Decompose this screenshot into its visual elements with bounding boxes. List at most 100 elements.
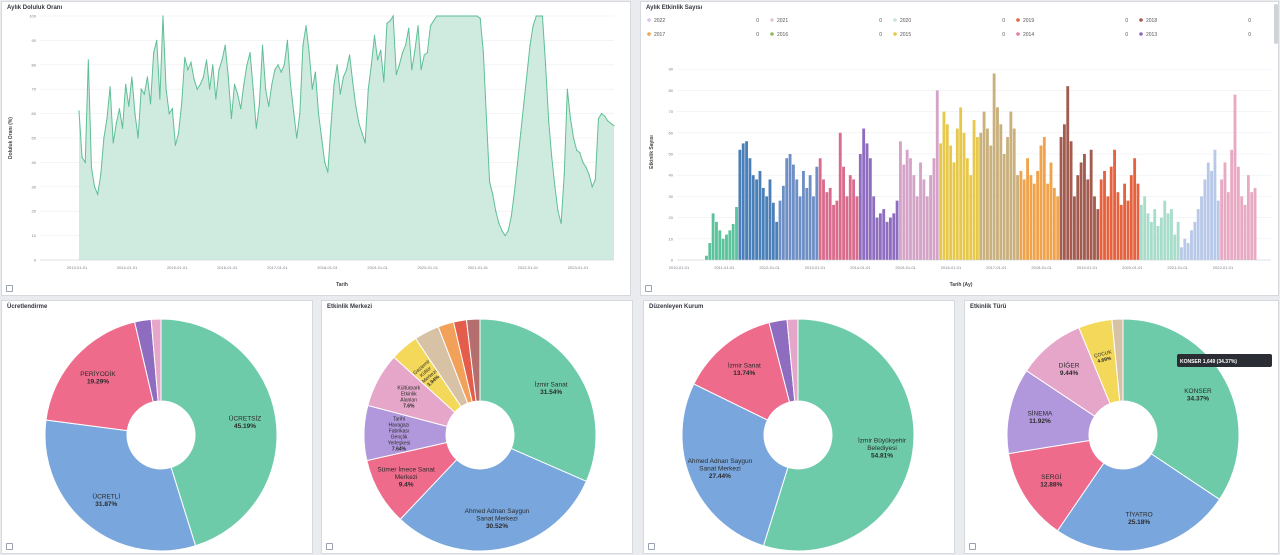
- occ-point: [237, 93, 239, 95]
- occ-point: [386, 22, 388, 24]
- ev-bar: [1180, 247, 1183, 260]
- pie-label: KONSER: [1184, 388, 1212, 395]
- ev-legend-swatch: [647, 32, 651, 36]
- ev-xtick-label: 2011-01-01: [714, 265, 735, 270]
- events-chart[interactable]: 0 10 20 30 40 50 60 70 80 90 2022 0 2021 0 2020 0 2019 0 2…: [641, 2, 1279, 296]
- occ-point: [342, 76, 344, 78]
- center-title: Etkinlik Merkezi: [327, 304, 373, 310]
- type-options-icon[interactable]: [969, 543, 976, 550]
- pie-hole: [1089, 401, 1157, 469]
- ev-bar: [751, 175, 755, 260]
- occupancy-chart[interactable]: 0 10 20 30 40 50 60 70 80 90 100 2013-01-01 2014-01-…: [2, 2, 631, 296]
- ev-legend-swatch: [1016, 18, 1020, 22]
- ev-legend-label: 2015: [900, 32, 911, 38]
- pie-value: 45.19%: [234, 423, 256, 430]
- ev-bar: [945, 124, 949, 260]
- ev-bar: [802, 170, 805, 260]
- occ-point: [168, 113, 170, 115]
- occ-point: [146, 76, 149, 78]
- ev-x-title: Tarih (Ay): [950, 282, 973, 288]
- events-scrollbar[interactable]: [1274, 4, 1278, 44]
- occ-point: [134, 113, 136, 115]
- occ-point: [149, 103, 152, 105]
- ev-bar: [878, 213, 882, 260]
- pie-label: ÇOCUK: [1094, 349, 1114, 359]
- ev-bar: [1079, 162, 1083, 260]
- occ-point: [280, 71, 282, 73]
- ev-bar: [1002, 154, 1006, 260]
- ev-bar: [771, 202, 775, 260]
- ev-bar: [1190, 230, 1193, 260]
- occ-point: [230, 117, 233, 120]
- occ-point: [131, 76, 133, 78]
- ev-bar: [778, 200, 782, 260]
- ev-bar: [1233, 94, 1237, 260]
- ev-bar: [979, 132, 983, 260]
- organizer-panel: Düzenleyen Kurum İzmir Büyükşehir Belediy…: [643, 300, 955, 554]
- pie-label: ÜCRETSİZ: [229, 413, 262, 422]
- ev-bar: [1109, 166, 1113, 260]
- pie-label: SİNEMA: [1027, 408, 1053, 417]
- occ-point: [199, 83, 201, 85]
- occ-point: [523, 103, 525, 105]
- pricing-options-icon[interactable]: [6, 543, 13, 550]
- occ-point: [103, 137, 105, 139]
- occ-point: [305, 25, 307, 27]
- pie-label: Sümer İmece Sanat: [377, 465, 435, 474]
- ev-bar: [1196, 209, 1200, 260]
- occ-point: [420, 69, 422, 71]
- center-options-icon[interactable]: [326, 543, 333, 550]
- occ-point: [293, 110, 295, 112]
- ev-legend-label: 2020: [900, 18, 911, 24]
- pie-value: 4.69%: [1097, 356, 1113, 365]
- occ-point: [153, 52, 155, 54]
- occ-xtick-label: 2018-01-01: [317, 265, 338, 270]
- occ-point: [109, 86, 111, 88]
- ev-legend-swatch: [647, 18, 651, 22]
- occ-point: [526, 73, 528, 76]
- ev-bar: [795, 179, 799, 260]
- pie-slice[interactable]: [681, 383, 789, 547]
- occupancy-options-icon[interactable]: [6, 285, 13, 292]
- pie-label: Sanat Merkezi: [699, 466, 741, 473]
- events-options-icon[interactable]: [645, 285, 652, 292]
- pie-value: 9.4%: [399, 482, 414, 489]
- occ-point: [579, 152, 581, 154]
- occ-point: [566, 88, 568, 90]
- organizer-options-icon[interactable]: [648, 543, 655, 550]
- occ-point: [401, 52, 404, 54]
- occ-point: [311, 88, 313, 90]
- occ-point: [457, 15, 460, 17]
- ev-bar: [922, 179, 926, 260]
- ev-bar: [909, 158, 912, 260]
- occ-point: [613, 125, 615, 127]
- ev-bar: [1143, 196, 1147, 260]
- occ-point: [591, 186, 593, 188]
- occ-point: [289, 83, 292, 85]
- occ-point: [367, 88, 369, 90]
- pricing-title: Ücretlendirme: [7, 304, 48, 310]
- ev-bar: [1016, 175, 1019, 260]
- occ-point: [196, 88, 198, 90]
- occ-area-fill: [79, 16, 614, 260]
- pie-value: 54.81%: [871, 452, 893, 459]
- occ-point: [84, 161, 86, 163]
- ev-bar: [825, 192, 829, 260]
- ev-bar: [1176, 221, 1180, 260]
- ev-legend-value: 0: [756, 18, 759, 24]
- occ-point: [554, 186, 556, 188]
- occ-point: [87, 59, 89, 61]
- ev-legend-swatch: [1016, 32, 1020, 36]
- ev-bar: [868, 158, 872, 260]
- pie-hole: [764, 401, 832, 469]
- ev-bar: [1039, 145, 1043, 260]
- occ-point: [233, 83, 236, 85]
- ev-bar: [721, 238, 725, 260]
- occ-point: [370, 64, 372, 66]
